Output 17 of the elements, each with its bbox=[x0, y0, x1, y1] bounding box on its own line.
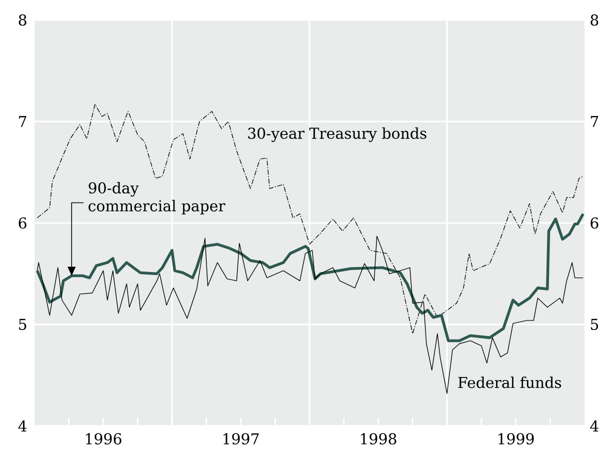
y2-tick-label: 6 bbox=[590, 217, 598, 229]
y-tick-label: 4 bbox=[18, 420, 27, 432]
y-tick-label: 7 bbox=[19, 116, 26, 127]
text: 90-day commercial paper bbox=[88, 182, 226, 214]
x-tick-label: 1997 bbox=[224, 433, 259, 444]
y-tick-label: 5 bbox=[19, 318, 26, 330]
x-tick-label: 1996 bbox=[86, 433, 122, 444]
y2-tick-label: 7 bbox=[590, 116, 598, 127]
x-tick-label: 1999 bbox=[498, 433, 534, 444]
y2-tick-label: 8 bbox=[590, 14, 598, 26]
y-tick-label: 8 bbox=[18, 14, 26, 26]
series-label: 30-year Treasury bonds bbox=[248, 127, 426, 142]
series-label: Federal funds bbox=[458, 376, 562, 388]
y2-tick-label: 4 bbox=[590, 420, 598, 432]
y-tick-label: 6 bbox=[18, 217, 26, 229]
y2-tick-label: 5 bbox=[590, 318, 598, 330]
x-tick-label: 1998 bbox=[361, 433, 396, 444]
